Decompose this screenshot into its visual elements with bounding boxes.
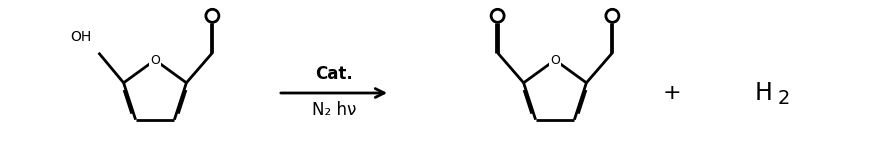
Text: H: H: [755, 81, 773, 105]
Text: Cat.: Cat.: [315, 65, 353, 83]
Text: +: +: [663, 83, 681, 103]
Text: N₂ hν: N₂ hν: [312, 101, 356, 119]
Text: O: O: [550, 53, 560, 66]
Text: 2: 2: [778, 89, 790, 109]
Text: OH: OH: [70, 30, 92, 44]
Text: O: O: [150, 53, 160, 66]
